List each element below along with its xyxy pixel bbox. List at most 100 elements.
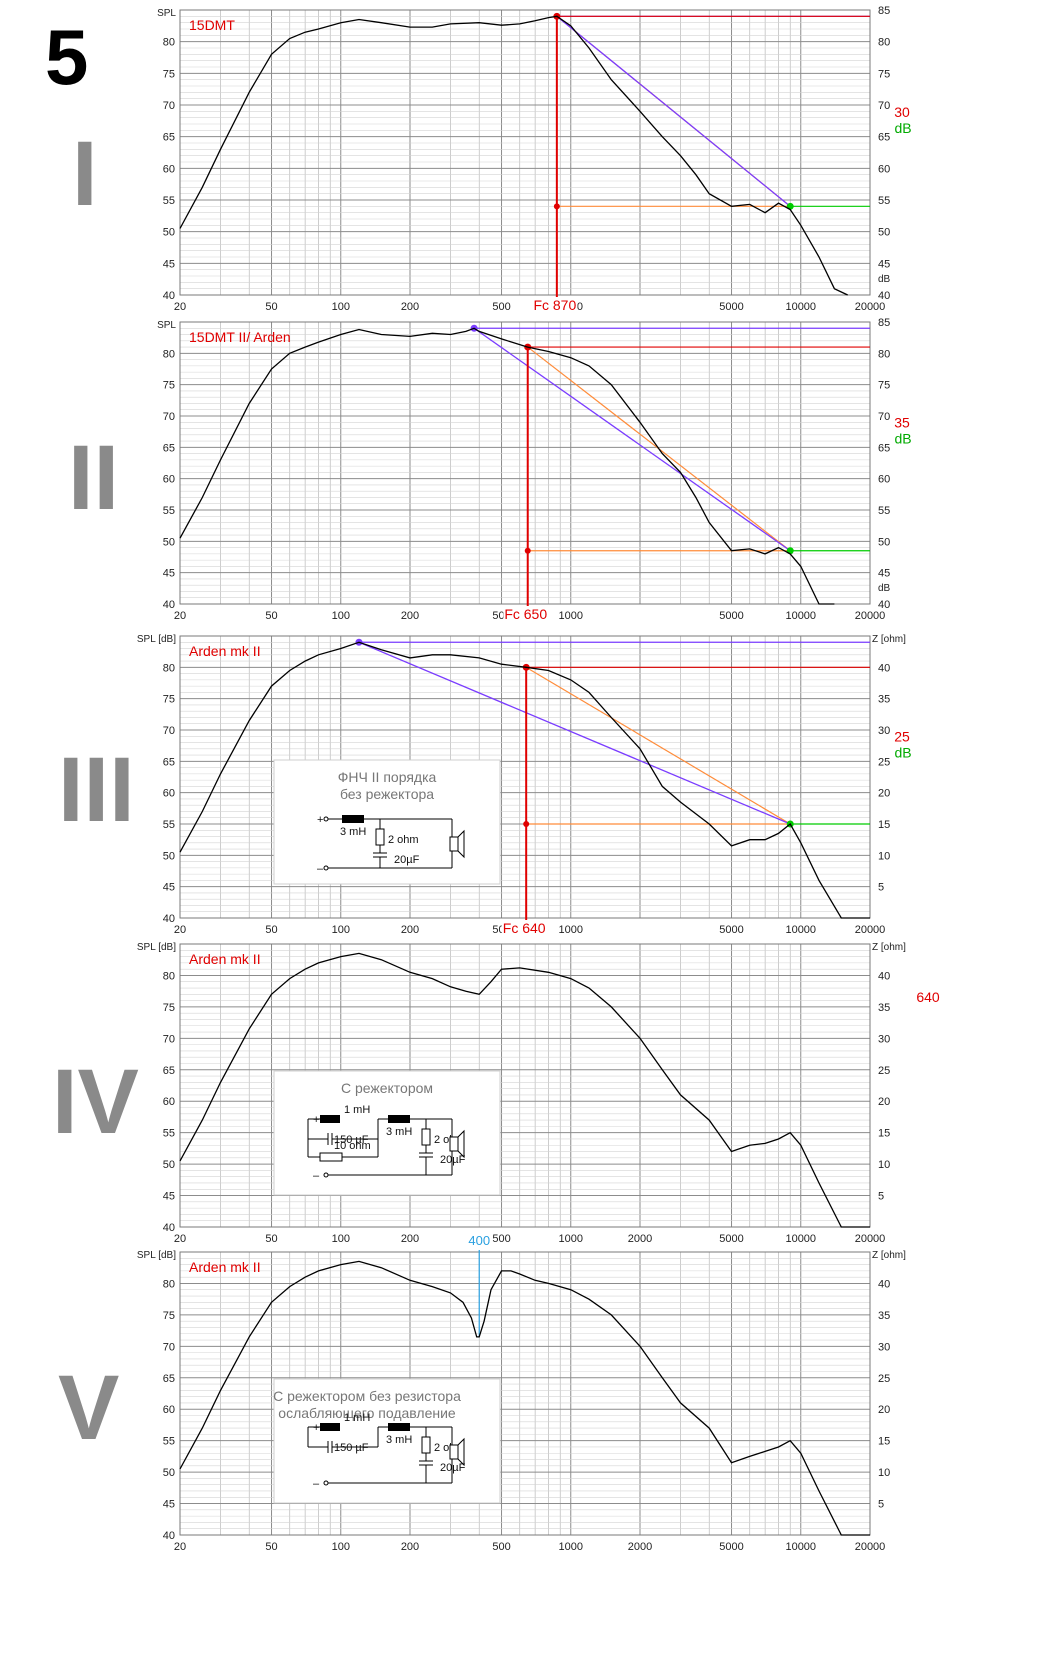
- y-tick-label: 55: [163, 195, 175, 207]
- terminal-minus: –: [317, 863, 324, 875]
- x-tick-label: 500: [492, 301, 510, 313]
- inductor-notch: [320, 1423, 340, 1431]
- y-tick-label: 70: [163, 411, 175, 423]
- panel-roman-numeral: III: [58, 739, 135, 841]
- y2-tick-label: 40: [878, 290, 890, 302]
- speaker-icon: [449, 1444, 459, 1460]
- inductor-notch-label: 1 mH: [344, 1412, 370, 1424]
- figure-number: 5: [45, 13, 89, 101]
- y2-tick-label: 80: [878, 37, 890, 49]
- x-tick-label: 20: [174, 301, 186, 313]
- slope-value: 35: [894, 415, 910, 431]
- capacitor-label: 20µF: [440, 1154, 466, 1166]
- inductor: [342, 815, 364, 823]
- response-curve: [179, 15, 848, 296]
- y-tick-label: 70: [163, 1341, 175, 1353]
- y-tick-label: 65: [163, 756, 175, 768]
- terminal-node: [323, 1172, 329, 1178]
- chart-title: Arden mk II: [189, 1259, 261, 1275]
- y-tick-label: 65: [163, 1065, 175, 1077]
- y-tick-label: 55: [163, 505, 175, 517]
- panel-roman-numeral: II: [68, 427, 120, 529]
- speaker-cone-icon: [457, 1437, 465, 1467]
- x-tick-label: 20: [174, 1541, 186, 1553]
- x-tick-label: 5000: [719, 610, 743, 622]
- x-tick-label: 5000: [719, 301, 743, 313]
- y-tick-label: 50: [163, 227, 175, 239]
- y2-tick-label: 5: [878, 1499, 884, 1511]
- x-tick-label: 1000: [559, 1541, 583, 1553]
- y-tick-label: 40: [163, 599, 175, 611]
- y2-tick-label: 10: [878, 850, 890, 862]
- inductor: [388, 1115, 410, 1123]
- x-tick-label: 1000: [559, 1233, 583, 1245]
- y2-tick-label: 60: [878, 163, 890, 175]
- x-tick-label: 100: [332, 1541, 350, 1553]
- y2-tick-label: 30: [878, 725, 890, 737]
- grid: [179, 635, 871, 919]
- chart-panel-2: 40 45 50 55 60 65 70 75 80 40 45 50 55 60 65 70 75 80 85 20…: [157, 317, 912, 622]
- response-curve: [179, 952, 870, 1228]
- inductor-notch: [320, 1115, 340, 1123]
- crossover-bottom-marker: [553, 203, 560, 210]
- y2-tick-label: 50: [878, 227, 890, 239]
- inductor-label: 3 mH: [386, 1126, 412, 1138]
- y-tick-label: 75: [163, 694, 175, 706]
- chart-title: Arden mk II: [189, 643, 261, 659]
- slope-value: 30: [894, 104, 910, 120]
- y-tick-label: 80: [163, 348, 175, 360]
- crossover-label: Fc 870: [533, 297, 576, 313]
- x-tick-label: 200: [401, 924, 419, 936]
- x-tick-label: 10000: [785, 1541, 816, 1553]
- terminal-plus: +: [313, 1114, 319, 1126]
- y-tick-label: 45: [163, 1191, 175, 1203]
- crossover-label-bg: [503, 606, 549, 622]
- y2-tick-label: 85: [878, 5, 890, 17]
- circuit-caption: С режектором без резистора: [273, 1388, 461, 1404]
- y-tick-label: 40: [163, 1222, 175, 1234]
- circuit-caption: С режектором: [341, 1080, 433, 1096]
- resistor: [421, 1128, 431, 1146]
- x-tick-label: 1000: [559, 924, 583, 936]
- x-tick-label: 100: [332, 1233, 350, 1245]
- y-axis-label: SPL: [157, 8, 176, 19]
- y2-tick-label: 70: [878, 100, 890, 112]
- y2-tick-label: 40: [878, 662, 890, 674]
- x-tick-label: 50: [265, 1541, 277, 1553]
- y2-tick-label: 85: [878, 317, 890, 329]
- x-tick-label: 100: [332, 924, 350, 936]
- y-tick-label: 70: [163, 725, 175, 737]
- capacitor-notch-label: 150 µF: [334, 1134, 369, 1146]
- y-tick-label: 80: [163, 1278, 175, 1290]
- y2-tick-label: 55: [878, 195, 890, 207]
- terminal-plus: +: [313, 1422, 319, 1434]
- x-tick-label: 100: [332, 610, 350, 622]
- resistor-notch-label: 10 ohm: [334, 1140, 371, 1152]
- plot-area: [180, 322, 870, 604]
- side-note: 640: [916, 989, 940, 1005]
- y2-tick-label: 65: [878, 442, 890, 454]
- x-tick-label: 200: [401, 1541, 419, 1553]
- x-tick-label: 500: [492, 1233, 510, 1245]
- y-axis-label: SPL [dB]: [137, 942, 176, 953]
- y-tick-label: 60: [163, 788, 175, 800]
- y2-tick-label: 75: [878, 380, 890, 392]
- inductor-notch-label: 1 mH: [344, 1104, 370, 1116]
- y-tick-label: 80: [163, 37, 175, 49]
- y-tick-label: 65: [163, 132, 175, 144]
- x-tick-label: 10000: [785, 924, 816, 936]
- y2-tick-label: 10: [878, 1159, 890, 1171]
- terminal-minus: –: [313, 1478, 320, 1490]
- y2-tick-label: 25: [878, 756, 890, 768]
- x-tick-label: 20: [174, 1233, 186, 1245]
- y2-tick-label: 40: [878, 970, 890, 982]
- x-tick-label: 50: [265, 1233, 277, 1245]
- y-tick-label: 70: [163, 100, 175, 112]
- y2-tick-label: 15: [878, 1436, 890, 1448]
- y-tick-label: 60: [163, 1096, 175, 1108]
- purple-slope-line: [358, 641, 791, 825]
